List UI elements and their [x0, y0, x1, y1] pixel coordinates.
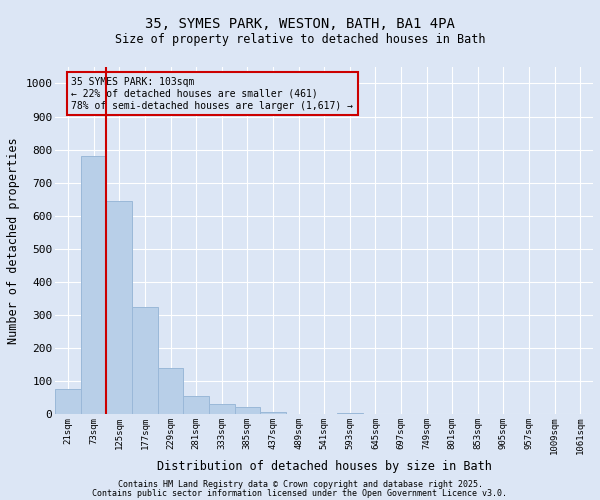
Text: Size of property relative to detached houses in Bath: Size of property relative to detached ho… [115, 32, 485, 46]
Text: 35 SYMES PARK: 103sqm
← 22% of detached houses are smaller (461)
78% of semi-det: 35 SYMES PARK: 103sqm ← 22% of detached … [71, 78, 353, 110]
Bar [132, 306, 158, 414]
Bar [158, 368, 184, 414]
Bar [235, 408, 260, 414]
Bar [260, 412, 286, 414]
Bar [337, 413, 362, 414]
Y-axis label: Number of detached properties: Number of detached properties [7, 137, 20, 344]
Bar [106, 201, 132, 414]
Bar [55, 390, 81, 414]
Bar [209, 404, 235, 414]
Text: Contains HM Land Registry data © Crown copyright and database right 2025.: Contains HM Land Registry data © Crown c… [118, 480, 482, 489]
Text: Contains public sector information licensed under the Open Government Licence v3: Contains public sector information licen… [92, 489, 508, 498]
Text: 35, SYMES PARK, WESTON, BATH, BA1 4PA: 35, SYMES PARK, WESTON, BATH, BA1 4PA [145, 18, 455, 32]
Bar [184, 396, 209, 414]
Bar [81, 156, 106, 414]
X-axis label: Distribution of detached houses by size in Bath: Distribution of detached houses by size … [157, 460, 491, 473]
